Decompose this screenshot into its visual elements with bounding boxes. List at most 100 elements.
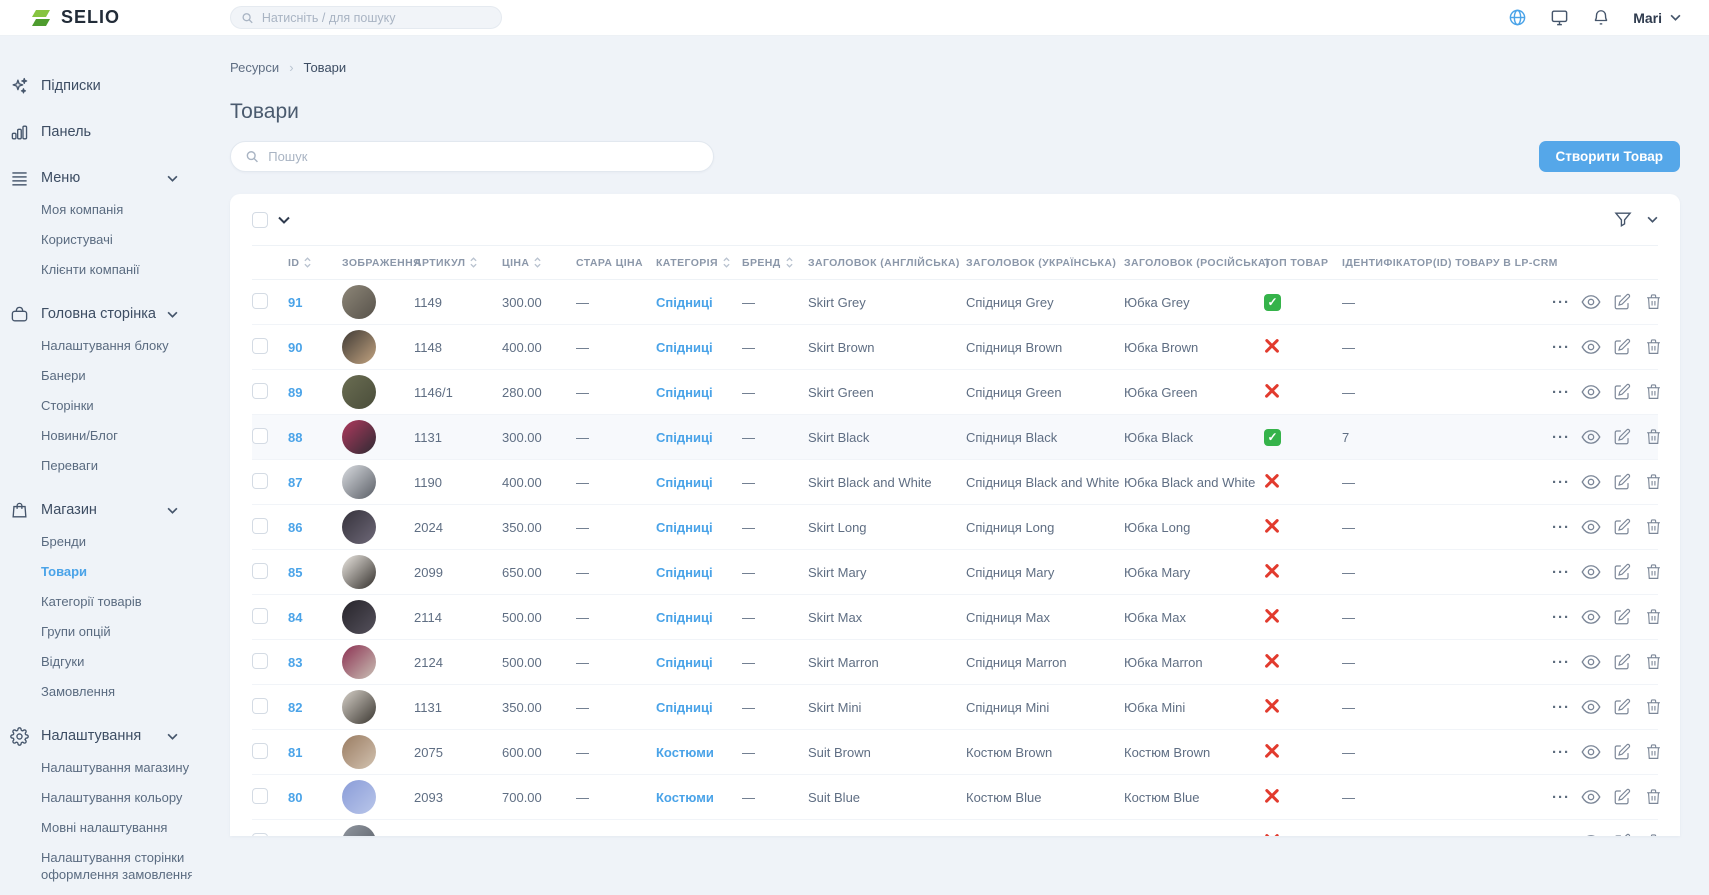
global-search-input[interactable] bbox=[261, 10, 491, 25]
edit-button[interactable] bbox=[1612, 742, 1632, 762]
products-search[interactable] bbox=[230, 141, 714, 172]
view-button[interactable] bbox=[1581, 652, 1601, 672]
edit-button[interactable] bbox=[1612, 292, 1632, 312]
sort-icon[interactable] bbox=[304, 257, 311, 268]
product-image[interactable] bbox=[342, 330, 376, 364]
view-button[interactable] bbox=[1581, 562, 1601, 582]
product-image[interactable] bbox=[342, 555, 376, 589]
column-header-brand[interactable]: БРЕНД bbox=[742, 257, 808, 269]
row-checkbox[interactable] bbox=[252, 742, 268, 759]
edit-button[interactable] bbox=[1612, 832, 1632, 836]
sidebar-item-homepage[interactable]: Головна сторінка bbox=[9, 304, 178, 324]
select-all-checkbox[interactable] bbox=[252, 211, 268, 228]
row-checkbox[interactable] bbox=[252, 427, 268, 444]
product-id-link[interactable]: 85 bbox=[288, 564, 303, 580]
bulk-select-chevron-icon[interactable] bbox=[278, 216, 290, 224]
category-link[interactable]: Спідниці bbox=[656, 699, 713, 715]
product-image[interactable] bbox=[342, 690, 376, 724]
delete-button[interactable] bbox=[1643, 607, 1663, 627]
filter-icon[interactable] bbox=[1613, 210, 1633, 229]
delete-button[interactable] bbox=[1643, 697, 1663, 717]
more-actions-button[interactable]: ··· bbox=[1552, 698, 1570, 716]
sidebar-item-dashboard[interactable]: Панель bbox=[9, 122, 178, 142]
sort-icon[interactable] bbox=[723, 257, 730, 268]
category-link[interactable]: Костюми bbox=[656, 835, 714, 837]
delete-button[interactable] bbox=[1643, 472, 1663, 492]
sidebar-subitem-homepage-1[interactable]: Налаштування блоку bbox=[41, 338, 169, 353]
row-checkbox[interactable] bbox=[252, 517, 268, 534]
sidebar-item-menu[interactable]: Меню bbox=[9, 168, 178, 188]
sort-icon[interactable] bbox=[470, 257, 478, 268]
product-image[interactable] bbox=[342, 420, 376, 454]
product-id-link[interactable]: 88 bbox=[288, 429, 303, 445]
sidebar-subitem-shop-2[interactable]: Товари bbox=[41, 564, 88, 579]
product-image[interactable] bbox=[342, 780, 376, 814]
category-link[interactable]: Спідниці bbox=[656, 294, 713, 310]
row-checkbox[interactable] bbox=[252, 292, 268, 309]
product-id-link[interactable]: 81 bbox=[288, 744, 303, 760]
breadcrumb-resources[interactable]: Ресурси bbox=[230, 60, 280, 75]
more-actions-button[interactable]: ··· bbox=[1552, 473, 1570, 491]
filter-chevron-icon[interactable] bbox=[1647, 216, 1658, 223]
view-button[interactable] bbox=[1581, 427, 1601, 447]
category-link[interactable]: Спідниці bbox=[656, 474, 713, 490]
sidebar-subitem-homepage-4[interactable]: Новини/Блог bbox=[41, 428, 118, 443]
user-menu[interactable]: Mari bbox=[1633, 10, 1681, 26]
sidebar-subitem-settings-2[interactable]: Налаштування кольору bbox=[41, 790, 183, 805]
sidebar-subitem-shop-6[interactable]: Замовлення bbox=[41, 684, 116, 699]
column-header-id[interactable]: ID bbox=[288, 257, 332, 269]
row-checkbox[interactable] bbox=[252, 697, 268, 714]
sidebar-subitem-homepage-3[interactable]: Сторінки bbox=[41, 398, 94, 413]
product-image[interactable] bbox=[342, 465, 376, 499]
sidebar-subitem-shop-5[interactable]: Відгуки bbox=[41, 654, 85, 669]
delete-button[interactable] bbox=[1643, 787, 1663, 807]
delete-button[interactable] bbox=[1643, 742, 1663, 762]
edit-button[interactable] bbox=[1612, 607, 1632, 627]
edit-button[interactable] bbox=[1612, 697, 1632, 717]
category-link[interactable]: Спідниці bbox=[656, 429, 713, 445]
category-link[interactable]: Спідниці bbox=[656, 609, 713, 625]
bell-icon[interactable] bbox=[1591, 8, 1611, 28]
create-product-button[interactable]: Створити Товар bbox=[1538, 141, 1680, 172]
more-actions-button[interactable]: ··· bbox=[1552, 338, 1570, 356]
edit-button[interactable] bbox=[1612, 427, 1632, 447]
more-actions-button[interactable]: ··· bbox=[1552, 383, 1570, 401]
product-id-link[interactable]: 89 bbox=[288, 384, 303, 400]
sidebar-subitem-settings-1[interactable]: Налаштування магазину bbox=[41, 760, 190, 775]
row-checkbox[interactable] bbox=[252, 832, 268, 836]
delete-button[interactable] bbox=[1643, 517, 1663, 537]
delete-button[interactable] bbox=[1643, 427, 1663, 447]
view-button[interactable] bbox=[1581, 292, 1601, 312]
row-checkbox[interactable] bbox=[252, 652, 268, 669]
edit-button[interactable] bbox=[1612, 472, 1632, 492]
column-header-article[interactable]: АРТИКУЛ bbox=[414, 257, 502, 269]
sort-icon[interactable] bbox=[786, 257, 793, 268]
delete-button[interactable] bbox=[1643, 292, 1663, 312]
product-id-link[interactable]: 79 bbox=[288, 835, 302, 837]
sidebar-subitem-menu-2[interactable]: Користувачі bbox=[41, 232, 113, 247]
product-id-link[interactable]: 80 bbox=[288, 789, 303, 805]
more-actions-button[interactable]: ··· bbox=[1552, 518, 1570, 536]
edit-button[interactable] bbox=[1612, 787, 1632, 807]
edit-button[interactable] bbox=[1612, 652, 1632, 672]
sidebar-subitem-shop-1[interactable]: Бренди bbox=[41, 534, 87, 549]
global-search[interactable] bbox=[230, 6, 502, 29]
product-image[interactable] bbox=[342, 375, 376, 409]
sidebar-subitem-settings-3[interactable]: Мовні налаштування bbox=[41, 820, 168, 835]
view-button[interactable] bbox=[1581, 472, 1601, 492]
more-actions-button[interactable]: ··· bbox=[1552, 563, 1570, 581]
product-id-link[interactable]: 91 bbox=[288, 294, 303, 310]
product-image[interactable] bbox=[342, 735, 376, 769]
product-id-link[interactable]: 90 bbox=[288, 339, 303, 355]
product-id-link[interactable]: 84 bbox=[288, 609, 303, 625]
column-header-category[interactable]: КАТЕГОРІЯ bbox=[656, 257, 742, 269]
delete-button[interactable] bbox=[1643, 562, 1663, 582]
product-image[interactable] bbox=[342, 285, 376, 319]
more-actions-button[interactable]: ··· bbox=[1552, 608, 1570, 626]
row-checkbox[interactable] bbox=[252, 382, 268, 399]
row-checkbox[interactable] bbox=[252, 787, 268, 804]
sidebar-subitem-menu-1[interactable]: Моя компанія bbox=[41, 202, 124, 217]
more-actions-button[interactable]: ··· bbox=[1552, 653, 1570, 671]
sidebar-item-shop[interactable]: Магазин bbox=[9, 500, 178, 520]
delete-button[interactable] bbox=[1643, 832, 1663, 836]
